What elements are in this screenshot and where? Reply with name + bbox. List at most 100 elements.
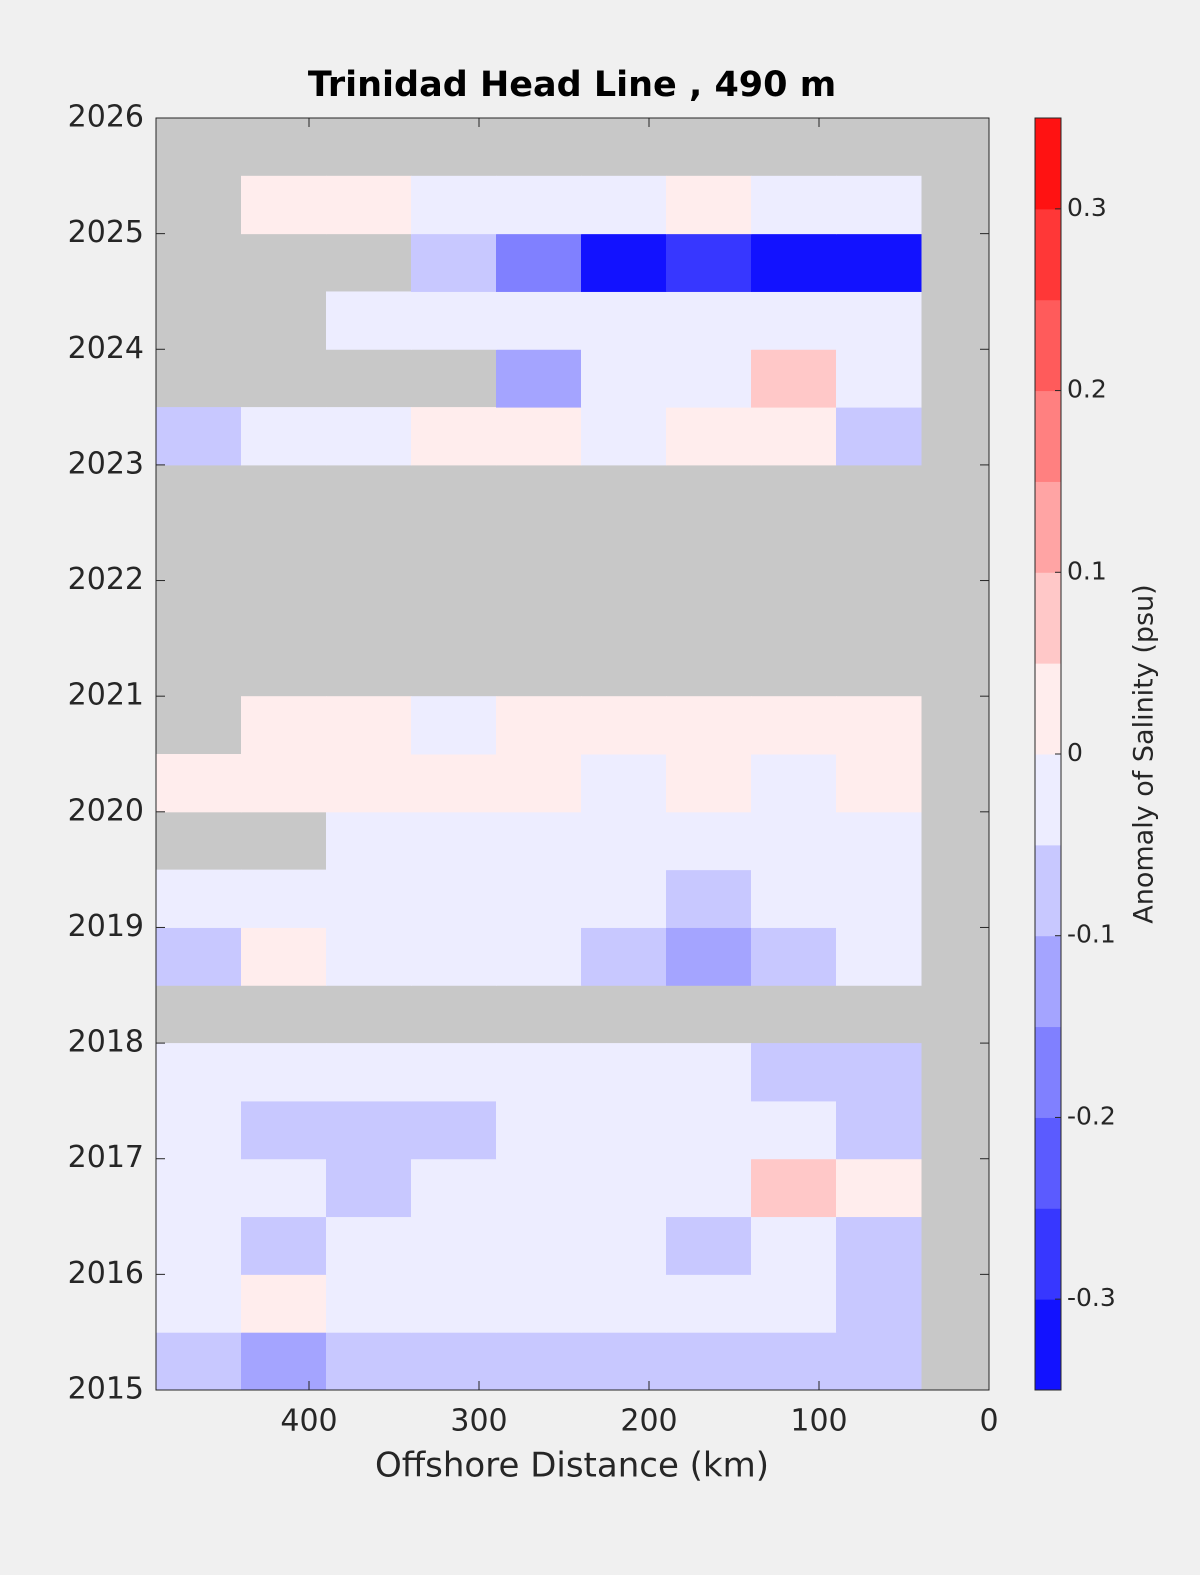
heat-cell bbox=[496, 1100, 582, 1160]
x-tick-label: 0 bbox=[979, 1404, 998, 1439]
heat-cell bbox=[411, 1100, 497, 1160]
heat-cell bbox=[666, 696, 752, 755]
colorbar-segment bbox=[1035, 844, 1061, 937]
heat-cell bbox=[666, 1274, 752, 1333]
heat-cell bbox=[411, 1274, 497, 1333]
colorbar-label: Anomaly of Salinity (psu) bbox=[1129, 584, 1160, 923]
heat-cell bbox=[411, 811, 497, 871]
heat-cell bbox=[326, 407, 412, 466]
colorbar-segment bbox=[1035, 1026, 1061, 1118]
heat-cell bbox=[751, 811, 837, 871]
heat-cell bbox=[751, 175, 837, 235]
x-tick-label: 300 bbox=[450, 1404, 507, 1439]
heat-cell bbox=[496, 407, 582, 466]
x-tick-label: 200 bbox=[620, 1404, 677, 1439]
heat-cell bbox=[241, 696, 327, 755]
heat-cell bbox=[326, 811, 412, 871]
heat-cell bbox=[326, 1100, 412, 1160]
colorbar-segment bbox=[1035, 1208, 1061, 1300]
heat-cell bbox=[836, 696, 922, 755]
heat-cell bbox=[666, 175, 752, 235]
colorbar-tick-label: 0 bbox=[1067, 738, 1083, 767]
heat-cell bbox=[751, 291, 837, 350]
heat-cell bbox=[326, 1274, 412, 1333]
heat-cell bbox=[326, 869, 412, 928]
y-tick-label: 2021 bbox=[68, 678, 144, 713]
heat-cell bbox=[156, 754, 242, 813]
heat-cell bbox=[241, 175, 327, 235]
colorbar-tick-label: -0.2 bbox=[1067, 1101, 1116, 1130]
heat-cell bbox=[411, 175, 497, 235]
heat-cell bbox=[666, 927, 752, 986]
heat-cell bbox=[836, 1216, 922, 1275]
heat-cell bbox=[836, 407, 922, 466]
y-tick-label: 2015 bbox=[68, 1372, 144, 1407]
colorbar-segment bbox=[1035, 1299, 1061, 1391]
heat-cell bbox=[496, 811, 582, 871]
heat-cell bbox=[751, 1274, 837, 1333]
heat-cell bbox=[751, 696, 837, 755]
heat-cell bbox=[496, 869, 582, 928]
heat-cell bbox=[241, 869, 327, 928]
heat-cell bbox=[581, 1158, 667, 1218]
heat-cell bbox=[241, 1100, 327, 1160]
y-tick-label: 2017 bbox=[68, 1140, 144, 1175]
heat-cell bbox=[836, 233, 922, 292]
heat-cell bbox=[666, 233, 752, 292]
heat-cell bbox=[581, 349, 667, 408]
y-tick-label: 2016 bbox=[68, 1256, 144, 1291]
colorbar-segment bbox=[1035, 754, 1061, 846]
heat-cell bbox=[411, 291, 497, 350]
heat-cell bbox=[156, 1043, 242, 1102]
plot-frame bbox=[155, 117, 990, 1391]
heat-cell bbox=[666, 754, 752, 813]
heat-cell bbox=[496, 233, 582, 292]
heat-cell bbox=[411, 1216, 497, 1275]
heat-cell bbox=[411, 869, 497, 928]
heat-cell bbox=[496, 291, 582, 350]
heat-cell bbox=[666, 407, 752, 466]
heat-cell bbox=[496, 696, 582, 755]
heat-cell bbox=[411, 1158, 497, 1218]
y-tick-label: 2019 bbox=[68, 909, 144, 944]
x-tick-label: 400 bbox=[280, 1404, 337, 1439]
heat-cell bbox=[836, 811, 922, 871]
heat-cell bbox=[241, 1274, 327, 1333]
heat-cell bbox=[411, 927, 497, 986]
colorbar-segment bbox=[1035, 299, 1061, 392]
heat-cell bbox=[751, 1332, 837, 1391]
heat-cell bbox=[496, 349, 582, 408]
heat-cell bbox=[836, 1274, 922, 1333]
heat-cell bbox=[581, 233, 667, 292]
heat-cell bbox=[326, 1332, 412, 1391]
heat-cell bbox=[496, 1332, 582, 1391]
heat-cell bbox=[751, 927, 837, 986]
heat-cell bbox=[666, 349, 752, 408]
heat-cell bbox=[411, 754, 497, 813]
y-tick-label: 2022 bbox=[68, 562, 144, 597]
heat-cell bbox=[326, 1216, 412, 1275]
heat-cell bbox=[241, 1158, 327, 1218]
heat-cell bbox=[241, 1216, 327, 1275]
heat-cell bbox=[411, 233, 497, 292]
heat-cell bbox=[241, 407, 327, 466]
heat-cell bbox=[666, 1100, 752, 1160]
y-tick-label: 2020 bbox=[68, 793, 144, 828]
heat-cell bbox=[496, 175, 582, 235]
x-axis-label: Offshore Distance (km) bbox=[375, 1446, 769, 1486]
heat-cell bbox=[751, 1043, 837, 1102]
heat-cell bbox=[581, 754, 667, 813]
heat-cell bbox=[836, 1043, 922, 1102]
heat-cell bbox=[326, 754, 412, 813]
heat-cell bbox=[751, 1158, 837, 1218]
heat-cell bbox=[326, 291, 412, 350]
colorbar-segment bbox=[1035, 208, 1061, 301]
heat-cell bbox=[411, 696, 497, 755]
heat-cell bbox=[836, 291, 922, 350]
heat-cell bbox=[411, 1043, 497, 1102]
heat-cell bbox=[581, 811, 667, 871]
heat-cell bbox=[326, 1043, 412, 1102]
heat-cell bbox=[581, 869, 667, 928]
heat-cell bbox=[496, 1158, 582, 1218]
